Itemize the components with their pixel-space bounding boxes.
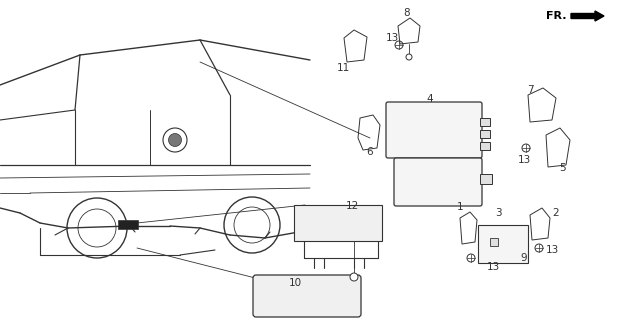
- Text: 7: 7: [526, 85, 533, 95]
- Bar: [478, 225, 528, 263]
- Text: 13: 13: [517, 155, 531, 165]
- Text: 12: 12: [345, 201, 359, 211]
- Text: 1: 1: [457, 202, 464, 212]
- Text: 13: 13: [545, 245, 559, 255]
- Bar: [480, 130, 490, 138]
- Text: FR.: FR.: [546, 11, 567, 21]
- Bar: [480, 118, 490, 126]
- Bar: [480, 142, 490, 150]
- Text: 3: 3: [495, 208, 502, 218]
- Text: 8: 8: [404, 8, 411, 18]
- Text: 9: 9: [521, 253, 527, 263]
- Text: 10: 10: [288, 278, 302, 288]
- Bar: [490, 238, 498, 246]
- Text: 11: 11: [336, 63, 350, 73]
- Ellipse shape: [168, 133, 181, 147]
- Text: 13: 13: [386, 33, 399, 43]
- FancyBboxPatch shape: [386, 102, 482, 158]
- Circle shape: [406, 54, 412, 60]
- Bar: [118, 220, 138, 229]
- Text: 2: 2: [553, 208, 559, 218]
- Text: 6: 6: [367, 147, 373, 157]
- Text: 4: 4: [427, 94, 434, 104]
- Text: 5: 5: [559, 163, 566, 173]
- Bar: [480, 174, 492, 184]
- Text: 13: 13: [487, 262, 500, 272]
- FancyArrow shape: [571, 11, 604, 21]
- FancyBboxPatch shape: [253, 275, 361, 317]
- Circle shape: [350, 273, 358, 281]
- FancyBboxPatch shape: [394, 158, 482, 206]
- Bar: [294, 205, 382, 241]
